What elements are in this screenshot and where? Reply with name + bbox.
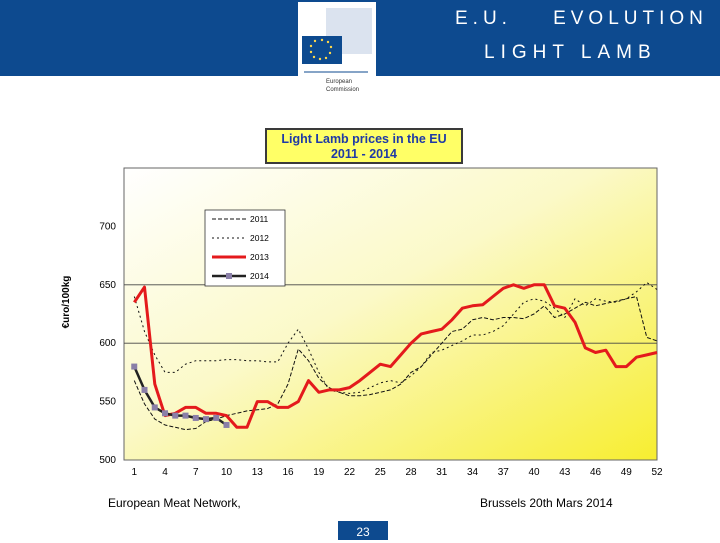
x-tick-label: 34 bbox=[467, 467, 479, 478]
legend-label-2012: 2012 bbox=[250, 233, 269, 243]
page-number: 23 bbox=[338, 521, 388, 540]
y-tick-label: 600 bbox=[99, 338, 116, 349]
y-tick-label: 550 bbox=[99, 397, 116, 408]
series-line-2012 bbox=[133, 282, 658, 394]
footer-source: European Meat Network, bbox=[108, 496, 241, 510]
series-line-2011 bbox=[133, 296, 658, 431]
x-tick-label: 19 bbox=[313, 467, 325, 478]
x-tick-label: 16 bbox=[282, 467, 294, 478]
chart-subtitle: 2011 - 2014 bbox=[330, 147, 398, 161]
x-tick-label: 40 bbox=[528, 467, 540, 478]
x-tick-label: 25 bbox=[375, 467, 387, 478]
logo-text-line1: European bbox=[326, 79, 352, 85]
chart-title: Light Lamb prices in the EU bbox=[281, 132, 447, 146]
legend-label-2014: 2014 bbox=[250, 271, 269, 281]
y-tick-label: 650 bbox=[99, 280, 116, 291]
series-line-2014 bbox=[133, 366, 228, 427]
legend-marker-2014 bbox=[226, 273, 232, 279]
data-point-2014 bbox=[172, 412, 179, 419]
data-point-2014 bbox=[223, 421, 230, 428]
header-subtitle: LIGHT LAMB bbox=[484, 42, 657, 63]
european-commission-logo: European Commission bbox=[298, 2, 376, 98]
x-tick-label: 43 bbox=[559, 467, 571, 478]
x-tick-label: 37 bbox=[498, 467, 510, 478]
data-point-2014 bbox=[192, 414, 199, 421]
x-tick-label: 22 bbox=[344, 467, 356, 478]
x-tick-label: 46 bbox=[590, 467, 602, 478]
x-tick-label: 10 bbox=[221, 467, 233, 478]
data-point-2014 bbox=[141, 386, 148, 393]
x-tick-label: 4 bbox=[162, 467, 168, 478]
x-tick-label: 13 bbox=[252, 467, 264, 478]
logo-graphic-icon: European Commission bbox=[302, 8, 372, 93]
x-tick-label: 7 bbox=[193, 467, 199, 478]
series-line-2013 bbox=[133, 283, 658, 429]
data-point-2014 bbox=[131, 363, 138, 370]
header-title: E.U. EVOLUTION bbox=[455, 8, 708, 29]
y-tick-label: 500 bbox=[99, 455, 116, 466]
chart-legend: 2011 2012 2013 2014 bbox=[204, 209, 286, 287]
data-point-2014 bbox=[162, 410, 168, 417]
data-point-2014 bbox=[151, 404, 158, 411]
x-tick-label: 28 bbox=[405, 467, 417, 478]
chart-title-box: Light Lamb prices in the EU 2011 - 2014 bbox=[265, 128, 463, 164]
y-axis-label: €uro/100kg bbox=[61, 276, 72, 329]
logo-text-line2: Commission bbox=[326, 87, 359, 93]
footer-date: Brussels 20th Mars 2014 bbox=[480, 496, 613, 510]
data-point-2014 bbox=[182, 412, 189, 419]
data-point-2014 bbox=[213, 414, 220, 421]
legend-label-2013: 2013 bbox=[250, 252, 269, 262]
data-point-2014 bbox=[203, 416, 209, 423]
x-tick-label: 31 bbox=[436, 467, 448, 478]
legend-label-2011: 2011 bbox=[250, 214, 269, 224]
x-tick-label: 52 bbox=[651, 467, 663, 478]
x-tick-label: 1 bbox=[131, 467, 137, 478]
y-tick-label: 700 bbox=[99, 221, 116, 232]
x-tick-label: 49 bbox=[621, 467, 633, 478]
